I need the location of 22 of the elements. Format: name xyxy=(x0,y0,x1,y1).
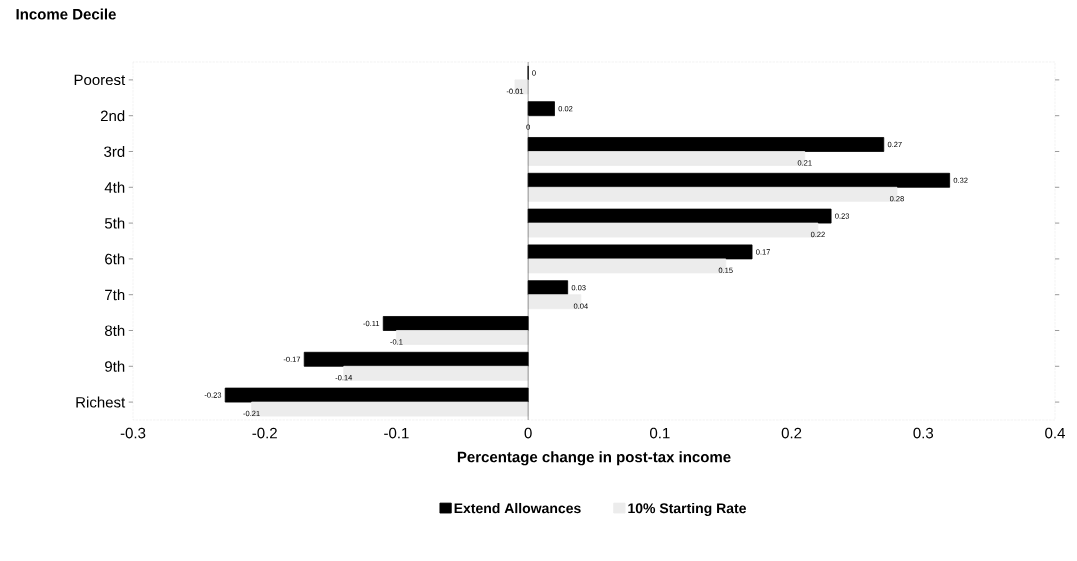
y-tick-label: Poorest xyxy=(74,74,126,86)
y-tick-label: 2nd xyxy=(100,110,125,122)
x-tick-label: 0.2 xyxy=(781,427,802,439)
x-tick-label: 0.4 xyxy=(1045,427,1065,439)
legend-label: 10% Starting Rate xyxy=(628,502,746,517)
y-tick-label: 4th xyxy=(104,181,125,193)
x-tick-label: -0.3 xyxy=(120,427,146,439)
chart-title: Income Decile xyxy=(16,8,116,20)
y-tick-label: 7th xyxy=(105,289,125,301)
x-tick-label: -0.2 xyxy=(252,427,277,439)
x-tick-label: 0.1 xyxy=(650,427,670,439)
y-tick-label: 8th xyxy=(105,324,125,336)
y-tick-label: 6th xyxy=(105,253,125,265)
y-tick-label: 3rd xyxy=(104,145,125,157)
x-tick-label: 0.3 xyxy=(913,427,934,439)
x-tick-label: 0 xyxy=(524,427,532,439)
legend-label: Extend Allowances xyxy=(454,502,581,514)
y-tick-label: Richest xyxy=(76,396,126,408)
x-tick-label: -0.1 xyxy=(384,427,409,439)
y-tick-label: 9th xyxy=(105,360,125,372)
x-axis-title: Percentage change in post-tax income xyxy=(457,451,731,466)
y-tick-label: 5th xyxy=(104,217,125,229)
